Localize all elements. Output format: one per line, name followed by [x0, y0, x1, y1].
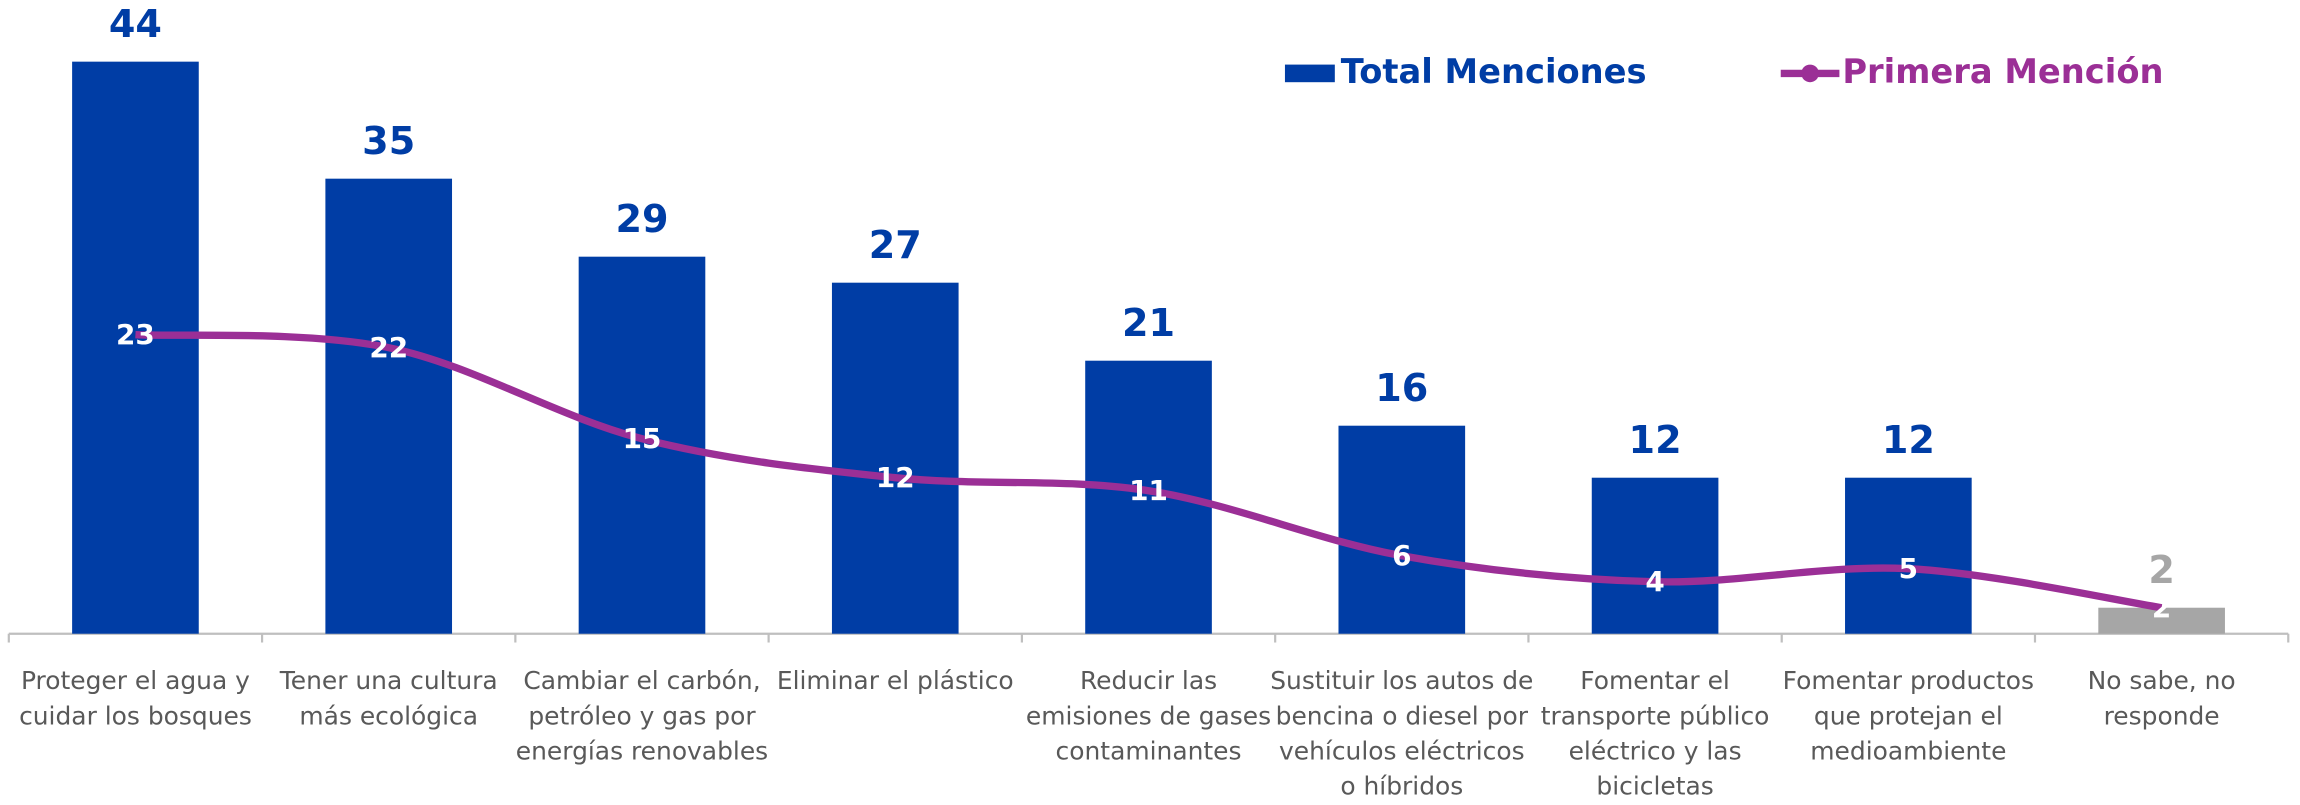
line-value-label: 22: [369, 331, 408, 364]
line-value-label: 11: [1129, 474, 1168, 507]
x-tick-label-line: eléctrico y las: [1569, 737, 1742, 766]
x-tick-label-line: Eliminar el plástico: [777, 666, 1014, 695]
x-tick-label-line: emisiones de gases: [1026, 701, 1271, 730]
bar: [831, 282, 959, 634]
legend-swatch-marker: [1801, 64, 1819, 83]
x-tick-label-line: Fomentar productos: [1783, 666, 2034, 695]
bar-value-label: 12: [1882, 418, 1935, 462]
bar: [1591, 477, 1719, 634]
x-tick-label-line: Proteger el agua y: [21, 666, 250, 695]
bar-value-label: 29: [615, 197, 668, 241]
x-tick-label-line: medioambiente: [1810, 737, 2006, 766]
line-value-label: 4: [1645, 565, 1664, 598]
bar-value-label: 35: [362, 119, 415, 163]
line-value-label: 6: [1392, 539, 1411, 572]
x-tick-label: Sustituir los autos de bencina o diesel p…: [1270, 666, 1533, 801]
line-value-label: 12: [876, 461, 915, 494]
x-tick-label-line: contaminantes: [1056, 737, 1242, 766]
bar: [72, 61, 199, 634]
bar-value-label: 44: [109, 2, 162, 46]
bar-value-label: 12: [1629, 418, 1682, 462]
x-tick-label-line: o híbridos: [1340, 772, 1463, 801]
bar: [1338, 425, 1466, 634]
x-tick-label-line: Tener una cultura: [279, 666, 498, 695]
line-value-label: 15: [623, 422, 662, 455]
bar: [325, 178, 453, 634]
x-tick-label-line: bicicletas: [1596, 772, 1713, 801]
x-tick-label: Eliminar el plástico: [777, 666, 1014, 695]
x-tick-label: Fomentar productos que protejan el medioam…: [1783, 666, 2034, 765]
bar-value-label: 16: [1375, 366, 1428, 410]
x-tick-label-line: Fomentar el: [1580, 666, 1730, 695]
legend-swatch: [1284, 64, 1335, 83]
x-tick-label-line: responde: [2104, 701, 2220, 730]
bar: [2098, 607, 2225, 634]
x-tick-label-line: energías renovables: [516, 737, 768, 766]
x-tick-label-line: petróleo y gas por: [528, 701, 756, 730]
x-tick-label: Fomentar el transporte público eléctrico y…: [1541, 666, 1770, 801]
x-tick-label-line: bencina o diesel por: [1276, 701, 1529, 730]
x-tick-label: Cambiar el carbón, petróleo y gas por ener…: [516, 666, 768, 765]
x-tick-label-line: Reducir las: [1080, 666, 1217, 695]
x-tick-label-line: cuidar los bosques: [19, 701, 252, 730]
x-tick-label-line: transporte público: [1541, 701, 1770, 730]
line-value-label: 23: [116, 318, 155, 351]
x-tick-label: No sabe, no responde: [2088, 666, 2236, 730]
bar-value-label: 2: [2148, 548, 2175, 592]
line-value-label: 2: [2152, 591, 2171, 624]
line-value-label: 5: [1899, 552, 1918, 585]
legend-label: Total Menciones: [1341, 52, 1647, 91]
line: [135, 331, 2163, 612]
x-tick-label-line: vehículos eléctricos: [1279, 737, 1525, 766]
legend-label: Primera Mención: [1842, 52, 2163, 91]
bar-value-label: 21: [1122, 301, 1175, 345]
x-tick-label-line: más ecológica: [299, 701, 478, 730]
x-tick-label: Proteger el agua y cuidar los bosques: [19, 666, 252, 730]
x-tick-label-line: que protejan el: [1814, 701, 2003, 730]
bar-value-label: 27: [869, 223, 922, 267]
x-tick-label-line: Cambiar el carbón,: [523, 666, 760, 695]
x-tick-label: Tener una cultura más ecológica: [279, 666, 498, 730]
x-tick-label-line: Sustituir los autos de: [1270, 666, 1533, 695]
x-tick-label: Reducir las emisiones de gases contaminant…: [1026, 666, 1271, 765]
bar: [1845, 477, 1972, 634]
x-tick-label-line: No sabe, no: [2088, 666, 2236, 695]
